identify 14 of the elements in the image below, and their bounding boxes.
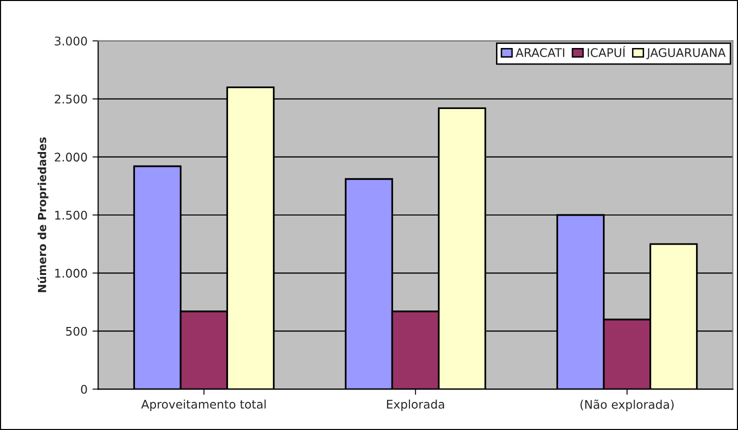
- x-tick-label: (Não explorada): [580, 400, 674, 412]
- legend-label: ICAPUÍ: [588, 46, 626, 58]
- y-tick-label: 2.500: [54, 94, 87, 104]
- x-tick-label: Aproveitamento total: [141, 400, 266, 411]
- y-tick-label: 500: [66, 326, 87, 336]
- y-tick-label: 1.500: [55, 210, 87, 220]
- y-tick-label: 2.000: [54, 152, 87, 162]
- y-tick-label: 3.000: [54, 36, 87, 46]
- legend-label: JAGUARUANA: [646, 48, 726, 60]
- y-tick-label: 0: [81, 384, 87, 394]
- y-tick-label: 1.000: [55, 268, 87, 278]
- y-axis-title: Número de Propriedades: [37, 137, 48, 292]
- legend-label: ARACATI: [516, 48, 564, 58]
- x-tick-label: Explorada: [387, 400, 444, 411]
